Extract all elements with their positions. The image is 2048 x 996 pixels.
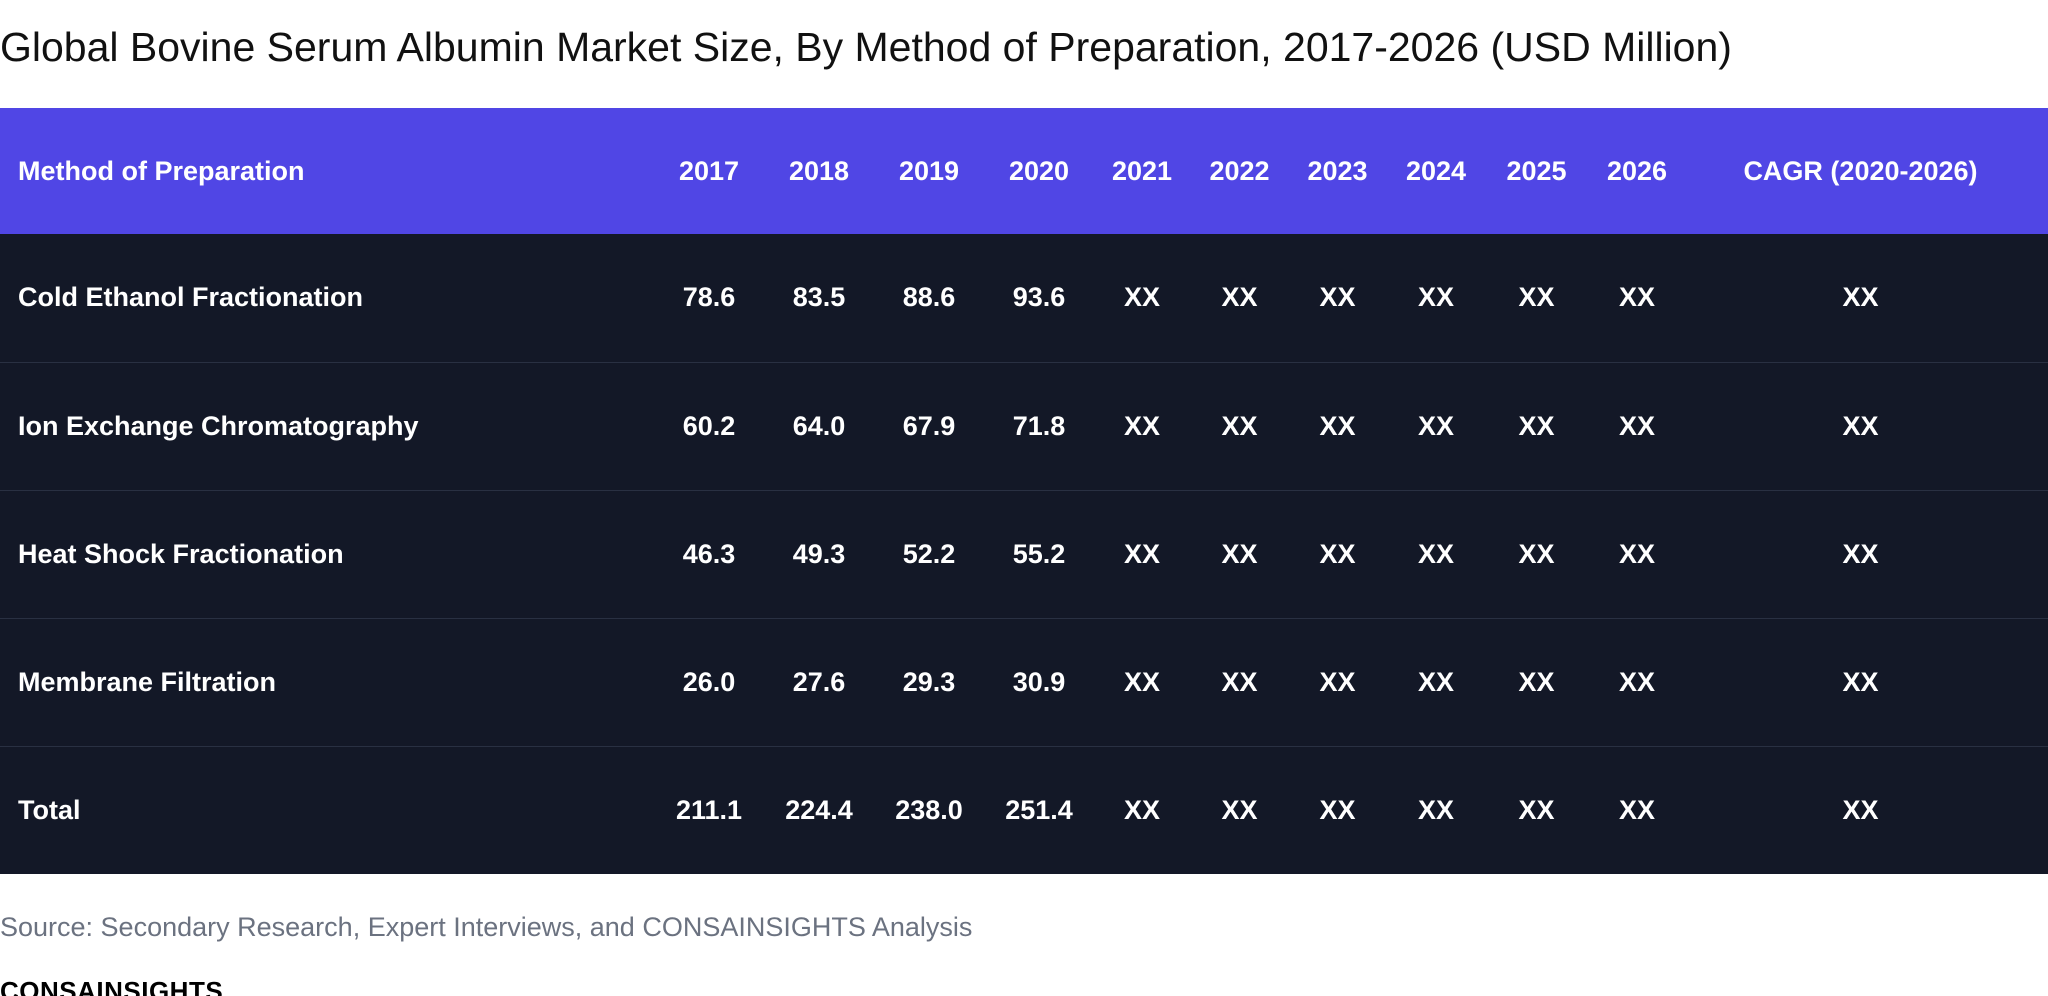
table-cell: XX bbox=[1417, 282, 1455, 313]
chart-title: Global Bovine Serum Albumin Market Size,… bbox=[0, 24, 1732, 70]
table-cell: XX bbox=[1842, 282, 1879, 313]
column-header: 2019 bbox=[898, 155, 960, 186]
table-cell: XX bbox=[1319, 410, 1356, 441]
table-cell: XX bbox=[1518, 794, 1555, 825]
table-cell: XX bbox=[1417, 410, 1455, 441]
table-cell: 251.4 bbox=[1005, 794, 1073, 825]
table-cell: XX bbox=[1319, 666, 1356, 697]
source-note: Source: Secondary Research, Expert Inter… bbox=[0, 912, 973, 942]
table-cell: XX bbox=[1123, 666, 1161, 697]
table-cell: XX bbox=[1518, 410, 1555, 441]
data-table: Method of Preparation 2017 2018 2019 2020 202… bbox=[0, 108, 2048, 874]
table-cell: XX bbox=[1518, 538, 1555, 569]
table-cell: XX bbox=[1221, 282, 1258, 313]
table-cell: XX bbox=[1319, 282, 1356, 313]
row-label: Total bbox=[18, 794, 81, 825]
column-header: CAGR (2020-2026) bbox=[1743, 155, 1978, 186]
table-cell: 29.3 bbox=[902, 666, 956, 697]
table-cell: XX bbox=[1417, 794, 1455, 825]
table-cell: 83.5 bbox=[792, 282, 846, 313]
table-row: Cold Ethanol Fractionation 78.6 83.5 88.6 93… bbox=[0, 234, 2048, 362]
column-header: 2022 bbox=[1209, 155, 1270, 186]
row-label: Ion Exchange Chromatography bbox=[18, 410, 419, 441]
table-row: Membrane Filtration 26.0 27.6 29.3 30.9 XX XX X… bbox=[0, 618, 2048, 746]
table-cell: XX bbox=[1319, 794, 1356, 825]
row-label: Membrane Filtration bbox=[18, 666, 277, 697]
table-cell: 64.0 bbox=[792, 410, 846, 441]
table-cell: 27.6 bbox=[792, 666, 846, 697]
column-header: 2026 bbox=[1606, 155, 1668, 186]
table-cell: XX bbox=[1221, 410, 1258, 441]
table-cell: XX bbox=[1221, 666, 1258, 697]
table-cell: XX bbox=[1842, 538, 1879, 569]
table-cell: XX bbox=[1221, 538, 1258, 569]
table-body: Cold Ethanol Fractionation 78.6 83.5 88.6 93… bbox=[0, 234, 2048, 874]
column-header: 2025 bbox=[1506, 155, 1567, 186]
table-row: Ion Exchange Chromatography 60.2 64.0 67.9 7… bbox=[0, 362, 2048, 490]
table-cell: XX bbox=[1123, 410, 1161, 441]
row-label: Heat Shock Fractionation bbox=[18, 538, 344, 569]
table-cell: XX bbox=[1618, 794, 1656, 825]
table-cell: 238.0 bbox=[895, 794, 963, 825]
table-cell: 88.6 bbox=[902, 282, 956, 313]
table-cell: XX bbox=[1417, 666, 1455, 697]
table-cell: XX bbox=[1123, 794, 1161, 825]
table-cell: 93.6 bbox=[1012, 282, 1066, 313]
row-label: Cold Ethanol Fractionation bbox=[18, 282, 363, 313]
table-cell: XX bbox=[1221, 794, 1258, 825]
table-cell: XX bbox=[1518, 666, 1555, 697]
table-cell: 78.6 bbox=[682, 282, 736, 313]
table-cell: 60.2 bbox=[682, 410, 736, 441]
column-header: 2020 bbox=[1008, 155, 1070, 186]
column-header-label: Method of Preparation bbox=[18, 155, 305, 186]
table-cell: XX bbox=[1842, 794, 1879, 825]
table-cell: XX bbox=[1518, 282, 1555, 313]
table-cell: 30.9 bbox=[1012, 666, 1066, 697]
table-cell: XX bbox=[1618, 538, 1656, 569]
table-cell: 46.3 bbox=[682, 538, 736, 569]
table-header-row: Method of Preparation 2017 2018 2019 2020 202… bbox=[0, 108, 2048, 234]
table-cell: XX bbox=[1123, 538, 1161, 569]
table-cell: XX bbox=[1842, 410, 1879, 441]
table-cell: XX bbox=[1618, 410, 1656, 441]
column-header: 2018 bbox=[788, 155, 850, 186]
column-header: 2023 bbox=[1307, 155, 1368, 186]
table-cell: 71.8 bbox=[1012, 410, 1066, 441]
table-cell: XX bbox=[1319, 538, 1356, 569]
table-row: Total 211.1 224.4 238.0 251.4 XX XX XX XX XX XX XX bbox=[0, 746, 2048, 874]
table-cell: 52.2 bbox=[902, 538, 956, 569]
table-cell: 224.4 bbox=[785, 794, 853, 825]
data-table-container: Method of Preparation 2017 2018 2019 2020 202… bbox=[0, 108, 2048, 874]
column-header: 2017 bbox=[678, 155, 740, 186]
column-header: 2021 bbox=[1111, 155, 1173, 186]
brand-logo: CONSAINSIGHTS bbox=[0, 976, 224, 996]
table-cell: 211.1 bbox=[675, 794, 743, 825]
table-cell: XX bbox=[1618, 666, 1656, 697]
table-cell: XX bbox=[1417, 538, 1455, 569]
table-cell: 49.3 bbox=[792, 538, 846, 569]
table-cell: 26.0 bbox=[682, 666, 736, 697]
table-cell: XX bbox=[1618, 282, 1656, 313]
table-row: Heat Shock Fractionation 46.3 49.3 52.2 55.2… bbox=[0, 490, 2048, 618]
table-cell: XX bbox=[1842, 666, 1879, 697]
table-cell: 67.9 bbox=[902, 410, 956, 441]
table-cell: 55.2 bbox=[1012, 538, 1066, 569]
table-cell: XX bbox=[1123, 282, 1161, 313]
column-header: 2024 bbox=[1405, 155, 1467, 186]
